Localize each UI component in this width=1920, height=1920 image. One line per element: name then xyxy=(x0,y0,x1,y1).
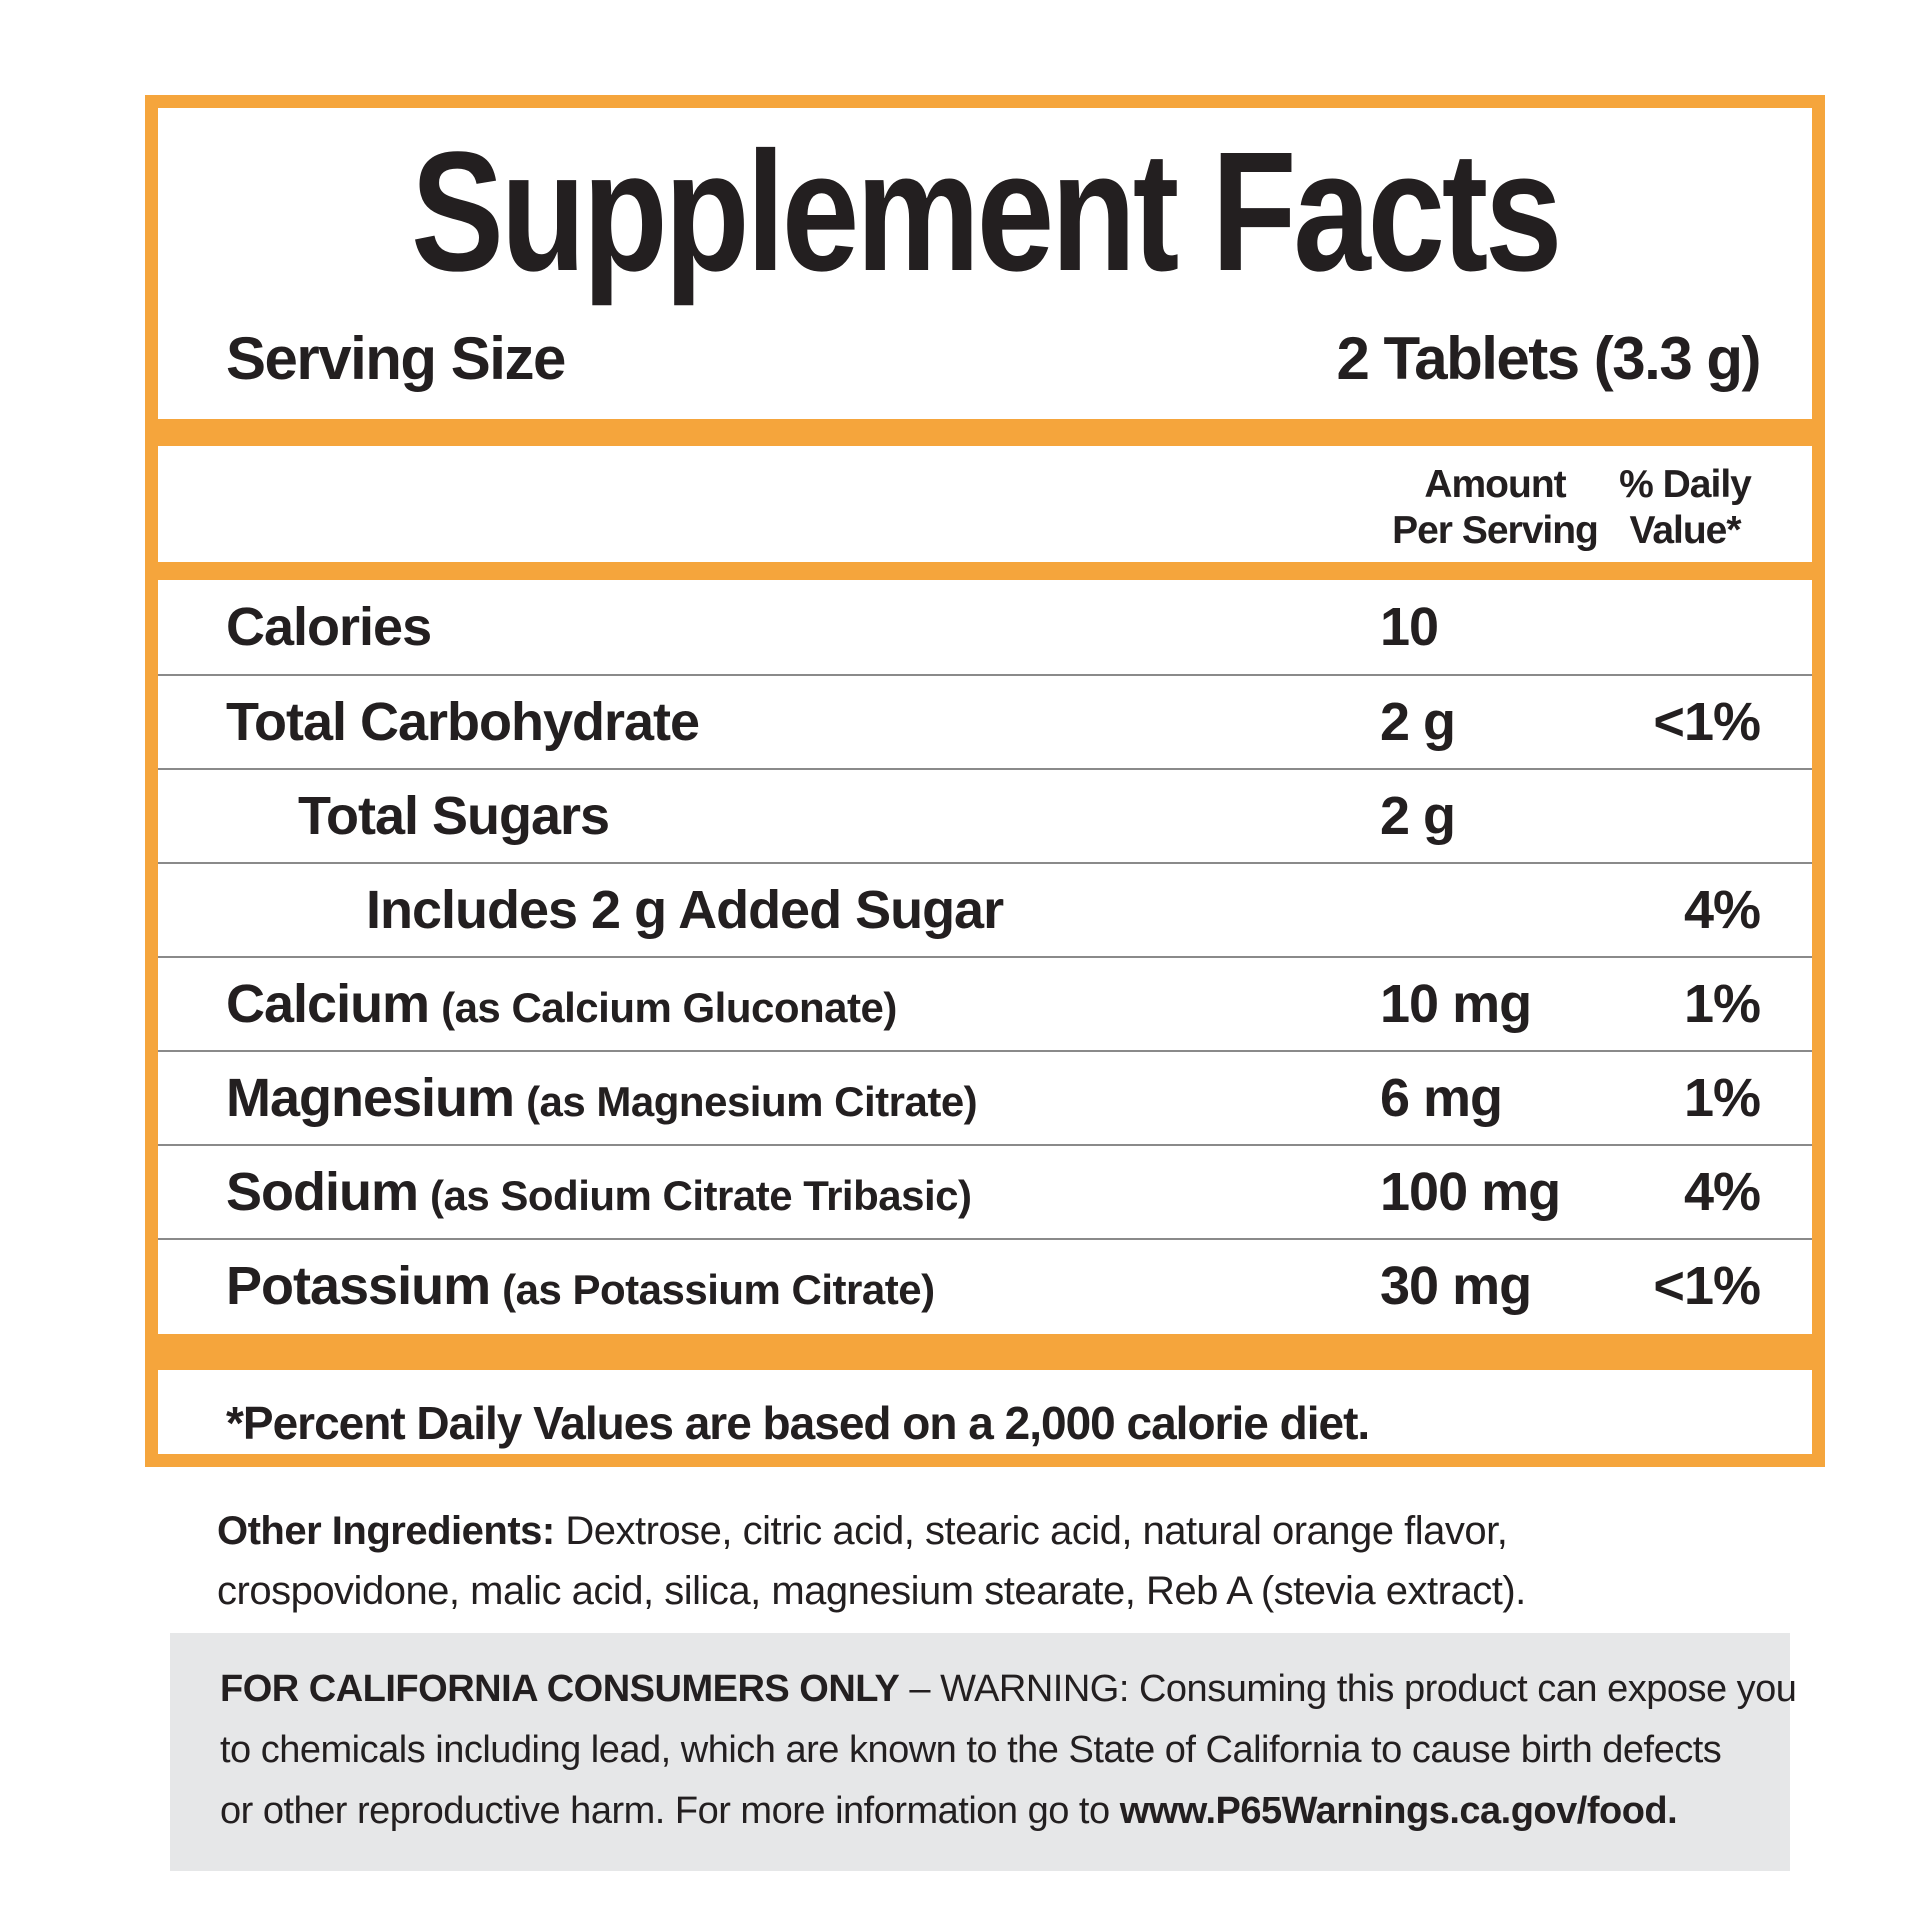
row-added-sugar: Includes 2 g Added Sugar 4% xyxy=(158,862,1812,956)
other-ingredients-label: Other Ingredients: xyxy=(217,1509,555,1553)
row-magnesium: Magnesium (as Magnesium Citrate) 6 mg 1% xyxy=(158,1050,1812,1144)
divider-bar-top xyxy=(158,419,1812,447)
nutrient-amount: 10 mg xyxy=(1380,974,1532,1035)
other-ingredients-section: Other Ingredients: Dextrose, citric acid… xyxy=(217,1501,1770,1621)
divider-bar-header xyxy=(158,562,1812,581)
nutrient-amount: 2 g xyxy=(1380,786,1456,847)
warning-line-1: FOR CALIFORNIA CONSUMERS ONLY – WARNING:… xyxy=(220,1668,1797,1710)
nutrient-source: (as Potassium Citrate) xyxy=(502,1266,935,1314)
supplement-facts-panel: Supplement Facts Serving Size 2 Tablets … xyxy=(145,95,1825,1467)
nutrient-dv: <1% xyxy=(1653,1256,1761,1317)
nutrient-amount: 2 g xyxy=(1380,692,1456,753)
nutrient-amount: 10 xyxy=(1380,597,1439,658)
nutrient-source: (as Calcium Gluconate) xyxy=(441,984,897,1032)
nutrient-name: Includes 2 g Added Sugar xyxy=(366,880,1004,941)
row-total-carbohydrate: Total Carbohydrate 2 g <1% xyxy=(158,674,1812,768)
divider-bar-bottom xyxy=(158,1334,1812,1371)
nutrient-amount: 100 mg xyxy=(1380,1162,1561,1223)
nutrient-name: Sodium xyxy=(226,1162,419,1223)
nutrient-name: Calcium xyxy=(226,974,430,1035)
nutrient-amount: 6 mg xyxy=(1380,1068,1503,1129)
nutrient-name: Potassium xyxy=(226,1256,491,1317)
nutrient-dv: 1% xyxy=(1683,974,1761,1035)
nutrient-source: (as Sodium Citrate Tribasic) xyxy=(430,1172,972,1220)
serving-size-value: 2 Tablets (3.3 g) xyxy=(1336,325,1761,393)
nutrient-dv: <1% xyxy=(1653,692,1761,753)
nutrient-rows: Calories 10 Total Carbohydrate 2 g <1% T… xyxy=(158,580,1812,1332)
nutrient-source: (as Magnesium Citrate) xyxy=(526,1078,978,1126)
nutrient-name: Total Carbohydrate xyxy=(226,692,700,753)
row-calcium: Calcium (as Calcium Gluconate) 10 mg 1% xyxy=(158,956,1812,1050)
california-warning-box: FOR CALIFORNIA CONSUMERS ONLY – WARNING:… xyxy=(170,1633,1797,1872)
other-ingredients-line-1: Other Ingredients: Dextrose, citric acid… xyxy=(217,1509,1508,1553)
nutrient-name: Calories xyxy=(226,597,432,658)
row-calories: Calories 10 xyxy=(158,580,1812,674)
column-header-row: Amount Per Serving % Daily Value* xyxy=(158,462,1812,554)
row-potassium: Potassium (as Potassium Citrate) 30 mg <1… xyxy=(158,1238,1812,1332)
nutrient-dv: 4% xyxy=(1683,880,1761,941)
panel-title: Supplement Facts xyxy=(158,117,1812,307)
serving-size-label: Serving Size xyxy=(226,325,566,393)
amount-per-serving-header: Amount Per Serving xyxy=(1392,463,1599,553)
percent-daily-value-header: % Daily Value* xyxy=(1619,463,1752,553)
other-ingredients-line-2: crospovidone, malic acid, silica, magnes… xyxy=(217,1569,1526,1613)
nutrient-name: Total Sugars xyxy=(298,786,610,847)
row-sodium: Sodium (as Sodium Citrate Tribasic) 100 m… xyxy=(158,1144,1812,1238)
warning-bold-label: FOR CALIFORNIA CONSUMERS ONLY xyxy=(220,1668,900,1710)
nutrient-dv: 1% xyxy=(1683,1068,1761,1129)
row-total-sugars: Total Sugars 2 g xyxy=(158,768,1812,862)
dv-footnote: *Percent Daily Values are based on a 2,0… xyxy=(226,1397,1370,1450)
nutrient-amount: 30 mg xyxy=(1380,1256,1532,1317)
serving-size-row: Serving Size 2 Tablets (3.3 g) xyxy=(158,324,1812,393)
warning-line-2: to chemicals including lead, which are k… xyxy=(220,1728,1722,1771)
nutrient-dv: 4% xyxy=(1683,1162,1761,1223)
nutrient-name: Magnesium xyxy=(226,1068,515,1129)
warning-line-3: or other reproductive harm. For more inf… xyxy=(220,1789,1678,1832)
warning-url: www.P65Warnings.ca.gov/food. xyxy=(1119,1789,1678,1832)
panel-title-text: Supplement Facts xyxy=(410,117,1562,307)
